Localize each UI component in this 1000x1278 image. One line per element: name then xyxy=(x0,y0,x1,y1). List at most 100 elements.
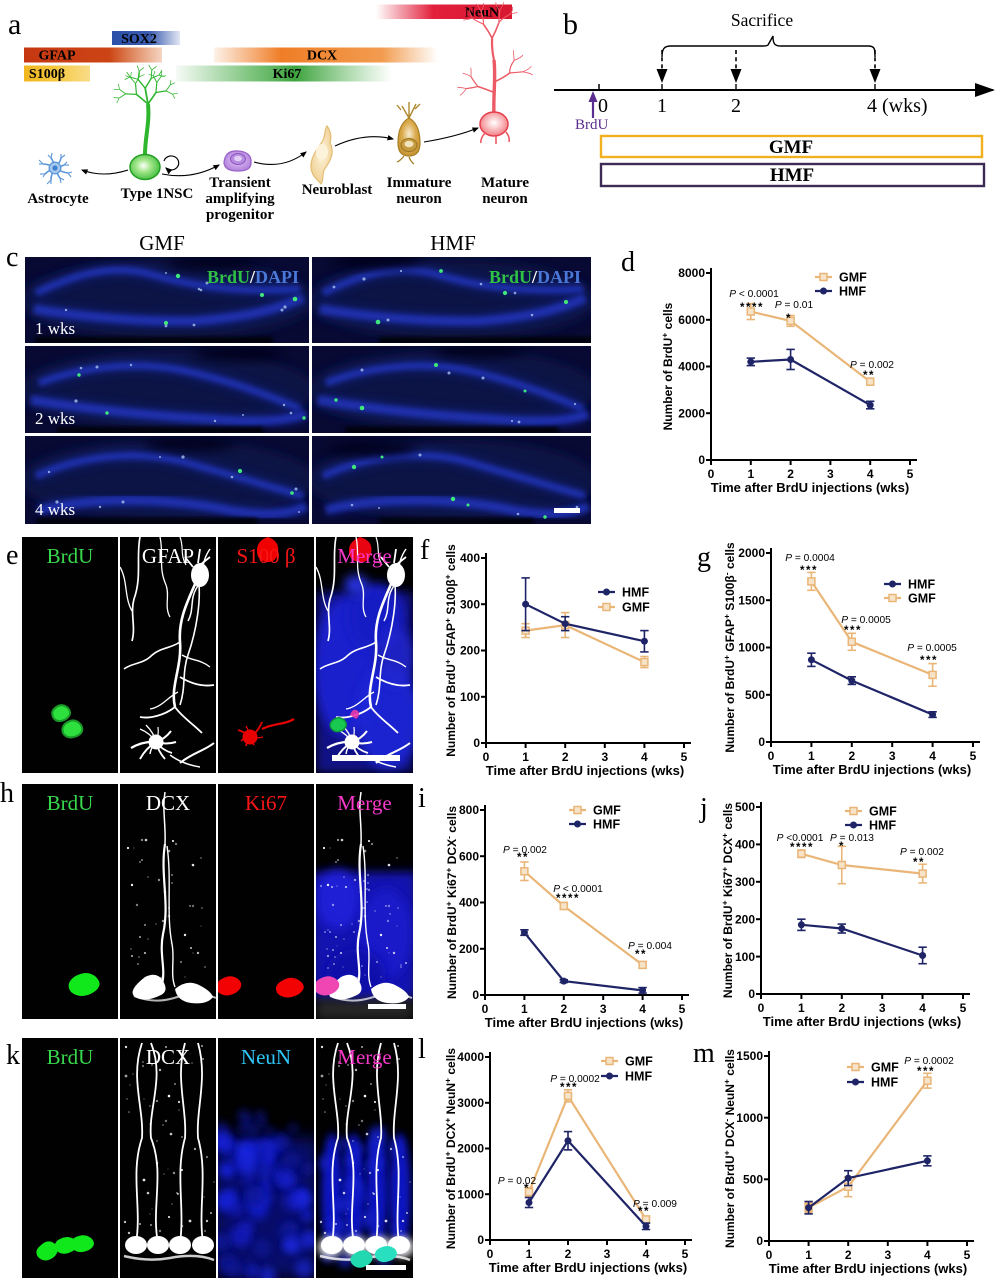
svg-text:HMF: HMF xyxy=(622,586,649,600)
svg-text:0: 0 xyxy=(768,749,775,763)
svg-text:neuron: neuron xyxy=(396,191,442,207)
svg-text:4: 4 xyxy=(639,1002,646,1016)
svg-text:P = 0.002: P = 0.002 xyxy=(850,360,894,371)
svg-text:2000: 2000 xyxy=(678,406,705,420)
svg-text:5: 5 xyxy=(970,749,977,763)
svg-text:4: 4 xyxy=(643,1247,650,1261)
svg-text:GMF: GMF xyxy=(593,804,621,818)
svg-text:P = 0.0002: P = 0.0002 xyxy=(550,1074,600,1085)
svg-text:2: 2 xyxy=(848,749,855,763)
svg-text:HMF: HMF xyxy=(908,578,935,592)
svg-text:***: *** xyxy=(917,1066,935,1078)
svg-text:Merge: Merge xyxy=(337,1045,391,1069)
svg-text:HMF: HMF xyxy=(839,285,866,299)
svg-text:a: a xyxy=(8,8,21,41)
svg-text:P = 0.0004: P = 0.0004 xyxy=(785,553,835,564)
svg-text:S100β: S100β xyxy=(29,67,65,82)
svg-text:0: 0 xyxy=(758,1001,765,1015)
svg-text:Time after BrdU injections (wk: Time after BrdU injections (wks) xyxy=(485,1015,683,1030)
svg-text:4 wks: 4 wks xyxy=(35,500,75,519)
svg-text:Time after BrdU injections (wk: Time after BrdU injections (wks) xyxy=(489,1260,687,1275)
svg-text:progenitor: progenitor xyxy=(206,207,274,223)
svg-text:800: 800 xyxy=(459,803,479,817)
svg-text:2: 2 xyxy=(838,1001,845,1015)
svg-text:1: 1 xyxy=(798,1001,805,1015)
svg-text:0: 0 xyxy=(698,453,705,467)
svg-text:P = 0.004: P = 0.004 xyxy=(628,941,672,952)
svg-text:2: 2 xyxy=(845,1248,852,1262)
svg-text:GMF: GMF xyxy=(871,1061,899,1075)
svg-text:2: 2 xyxy=(565,1247,572,1261)
svg-text:Number of BrdU+​ cells: Number of BrdU+​ cells xyxy=(660,302,676,430)
svg-text:8000: 8000 xyxy=(678,266,705,280)
svg-text:P = 0.0005: P = 0.0005 xyxy=(841,615,891,626)
svg-text:**: ** xyxy=(638,1206,650,1218)
svg-text:GMF: GMF xyxy=(622,601,650,615)
svg-text:600: 600 xyxy=(459,850,479,864)
svg-text:300: 300 xyxy=(460,598,480,612)
svg-text:GMF: GMF xyxy=(869,805,897,819)
svg-text:m: m xyxy=(693,1038,715,1069)
svg-text:DCX: DCX xyxy=(307,49,337,64)
svg-text:1 wks: 1 wks xyxy=(35,319,75,338)
svg-text:*: * xyxy=(839,841,845,853)
svg-text:0: 0 xyxy=(766,1248,773,1262)
svg-text:1: 1 xyxy=(526,1247,533,1261)
svg-text:5: 5 xyxy=(964,1248,971,1262)
svg-text:P = 0.0005: P = 0.0005 xyxy=(907,643,957,654)
svg-text:P = 0.013: P = 0.013 xyxy=(830,833,874,844)
svg-text:Number of BrdU+​ Ki67+​ DCX+​: Number of BrdU+​ Ki67+​ DCX+​ cells xyxy=(720,803,736,998)
svg-text:Ki67: Ki67 xyxy=(245,791,287,815)
svg-text:3: 3 xyxy=(879,1001,886,1015)
svg-text:4: 4 xyxy=(924,1248,931,1262)
svg-text:5: 5 xyxy=(907,467,914,481)
svg-text:GMF: GMF xyxy=(908,592,936,606)
svg-text:HMF: HMF xyxy=(871,1076,898,1090)
svg-text:BrdU/DAPI: BrdU/DAPI xyxy=(207,267,299,287)
svg-text:2000: 2000 xyxy=(738,546,765,560)
svg-text:Merge: Merge xyxy=(337,791,391,815)
svg-text:1: 1 xyxy=(521,1002,528,1016)
svg-text:100: 100 xyxy=(735,950,755,964)
svg-text:HMF: HMF xyxy=(593,818,620,832)
svg-text:1: 1 xyxy=(522,750,529,764)
svg-text:400: 400 xyxy=(735,838,755,852)
svg-text:DCX: DCX xyxy=(146,791,190,815)
svg-text:P < 0.0001: P < 0.0001 xyxy=(729,289,779,300)
svg-text:Time after BrdU injections (wk: Time after BrdU injections (wks) xyxy=(769,1261,967,1276)
svg-text:1000: 1000 xyxy=(457,1188,484,1202)
svg-text:3: 3 xyxy=(604,1247,611,1261)
svg-text:HMF: HMF xyxy=(770,165,814,186)
svg-text:5: 5 xyxy=(682,1247,689,1261)
svg-text:Mature: Mature xyxy=(481,175,529,191)
svg-text:P = 0.02: P = 0.02 xyxy=(498,1176,537,1187)
svg-text:b: b xyxy=(563,8,578,41)
svg-text:BrdU: BrdU xyxy=(47,791,94,815)
svg-text:2 wks: 2 wks xyxy=(35,409,75,428)
svg-text:4: 4 xyxy=(929,749,936,763)
svg-text:3: 3 xyxy=(889,749,896,763)
svg-text:P <0.0001: P <0.0001 xyxy=(777,833,824,844)
svg-text:Merge: Merge xyxy=(337,544,391,568)
svg-text:GFAP: GFAP xyxy=(38,49,76,64)
svg-text:3: 3 xyxy=(600,1002,607,1016)
svg-text:Number of BrdU+​ DCX+​ NeuN+​: Number of BrdU+​ DCX+​ NeuN+​ cells xyxy=(443,1048,459,1249)
svg-text:Immature: Immature xyxy=(387,175,452,191)
svg-text:l: l xyxy=(418,1034,426,1065)
svg-text:P = 0.002: P = 0.002 xyxy=(503,845,547,856)
svg-text:0: 0 xyxy=(472,988,479,1002)
svg-text:0: 0 xyxy=(748,987,755,1001)
svg-text:4000: 4000 xyxy=(678,360,705,374)
svg-text:P = 0.0002: P = 0.0002 xyxy=(904,1056,954,1067)
svg-text:Time after BrdU injections (wk: Time after BrdU injections (wks) xyxy=(773,762,971,777)
svg-text:Number of BrdU+​ DCX-​ NeuN+​: Number of BrdU+​ DCX-​ NeuN+​ cells xyxy=(722,1049,738,1248)
svg-text:SOX2: SOX2 xyxy=(121,32,157,47)
svg-text:neuron: neuron xyxy=(482,191,528,207)
svg-text:**: ** xyxy=(863,370,875,382)
svg-text:400: 400 xyxy=(460,551,480,565)
svg-text:Time after BrdU injections (wk: Time after BrdU injections (wks) xyxy=(486,763,684,778)
svg-text:NeuN: NeuN xyxy=(241,1045,291,1069)
svg-text:0: 0 xyxy=(756,1234,763,1248)
svg-text:GMF: GMF xyxy=(839,271,867,285)
svg-text:500: 500 xyxy=(735,800,755,814)
